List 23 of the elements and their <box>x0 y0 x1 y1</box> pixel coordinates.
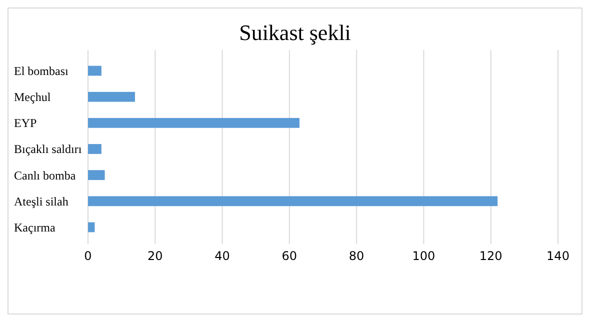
y-tick-label: El bombası <box>14 64 69 78</box>
bar <box>88 222 95 232</box>
chart-title: Suikast şekli <box>239 20 351 45</box>
x-tick-label: 140 <box>546 249 570 263</box>
x-tick-label: 40 <box>214 249 230 263</box>
y-tick-label: Ateşli silah <box>14 194 68 208</box>
bar <box>88 144 102 154</box>
y-tick-label: Kaçırma <box>14 220 56 234</box>
y-tick-label: Canlı bomba <box>14 168 76 182</box>
x-tick-label: 120 <box>479 249 502 263</box>
bar <box>88 170 105 180</box>
x-tick-label: 100 <box>412 249 436 263</box>
bar <box>88 92 135 102</box>
x-tick-label: 80 <box>348 249 364 263</box>
x-tick-label: 0 <box>84 249 92 263</box>
bar <box>88 66 102 76</box>
y-tick-label: EYP <box>14 116 37 130</box>
x-tick-label: 60 <box>282 249 298 263</box>
y-tick-label: Bıçaklı saldırı <box>14 142 82 156</box>
y-tick-label: Meçhul <box>14 90 52 104</box>
bar <box>88 196 498 206</box>
x-tick-label: 20 <box>148 249 163 263</box>
bar <box>88 118 300 128</box>
